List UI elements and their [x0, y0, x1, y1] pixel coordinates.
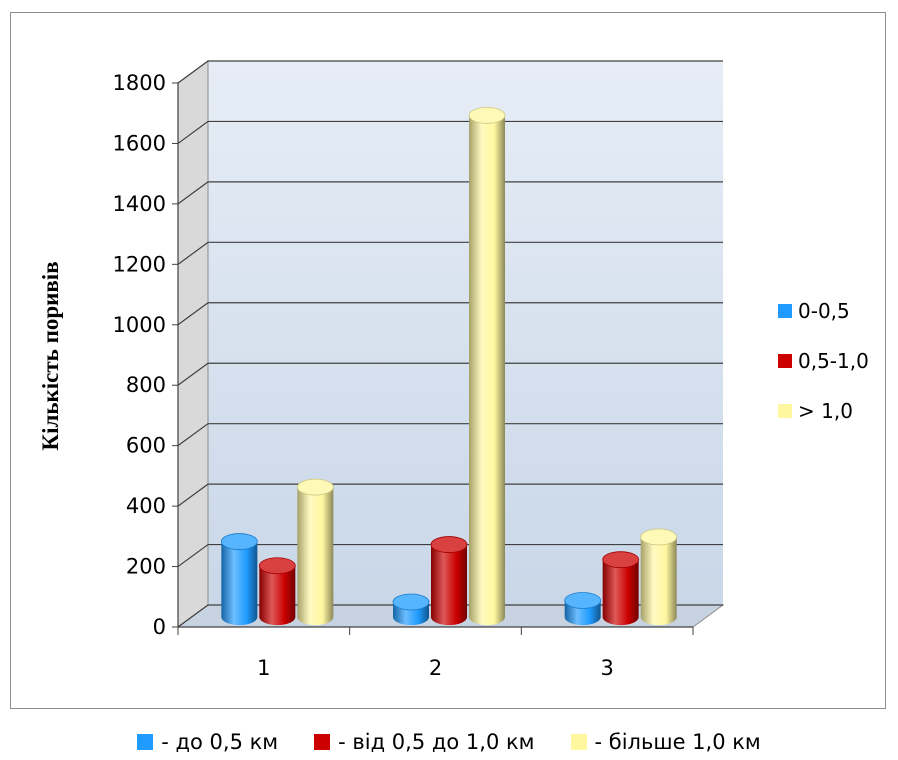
y-tick-label: 1600 — [113, 131, 166, 155]
y-tick-label: 1400 — [113, 192, 166, 216]
bar-top — [258, 557, 296, 575]
gridline — [177, 483, 723, 507]
bar-0-0,5-1 — [220, 533, 258, 626]
bar-top — [640, 528, 678, 546]
legend-swatch — [778, 354, 792, 368]
y-tick-label: 800 — [126, 373, 166, 397]
gridline — [177, 120, 723, 144]
bar-top — [392, 593, 430, 611]
legend-entry: > 1,0 — [798, 399, 853, 423]
bar-0,5-1,0-3 — [602, 551, 640, 626]
legend-swatch — [778, 404, 792, 418]
bar-body — [602, 559, 639, 626]
bar-top — [220, 533, 258, 550]
bar-body — [259, 565, 296, 626]
bottom-legend: - до 0,5 км - від 0,5 до 1,0 км - більше 1… — [0, 724, 898, 760]
y-tick-label: 0 — [153, 615, 166, 639]
back-wall — [208, 61, 723, 605]
bars — [220, 107, 678, 626]
x-axis-ticks: 1 2 3 — [177, 627, 694, 680]
bar-0,5-1,0-2 — [430, 536, 468, 626]
bar-0-0,5-3 — [564, 592, 602, 626]
side-wall — [177, 60, 209, 628]
x-tick-label: 3 — [600, 656, 613, 680]
bar-> 1,0-1 — [296, 478, 334, 626]
bottom-legend-item: - більше 1,0 км — [570, 730, 761, 754]
gridline — [177, 241, 723, 265]
gridlines — [172, 60, 723, 628]
y-axis-label: Кількість поривів — [38, 261, 63, 450]
y-tick-label: 1800 — [113, 71, 166, 95]
bottom-legend-swatch — [570, 734, 587, 750]
bar-body — [640, 537, 677, 626]
bar-body — [431, 544, 467, 626]
x-tick-label: 1 — [257, 656, 270, 680]
bar-top — [564, 592, 602, 609]
bottom-legend-item: - до 0,5 км — [137, 730, 278, 754]
bar-> 1,0-3 — [640, 528, 678, 626]
gridline — [177, 604, 723, 628]
bottom-legend-item: - від 0,5 до 1,0 км — [314, 730, 535, 754]
bar-top — [468, 107, 506, 124]
legend-entry: 0-0,5 — [798, 299, 850, 323]
y-tick-label: 200 — [126, 555, 166, 579]
bar-body — [469, 115, 505, 626]
bottom-legend-label: - до 0,5 км — [161, 730, 279, 754]
bottom-legend-swatch — [314, 734, 331, 750]
y-tick-label: 1000 — [113, 313, 166, 337]
y-tick-label: 400 — [126, 494, 166, 518]
bar-top — [602, 551, 640, 569]
bar-> 1,0-2 — [468, 107, 506, 626]
bar-body — [221, 541, 258, 626]
gridline — [177, 302, 723, 326]
bottom-legend-label: - більше 1,0 км — [594, 730, 761, 754]
bar-top — [296, 478, 334, 496]
gridline — [177, 423, 723, 447]
bar-0,5-1,0-1 — [258, 557, 296, 626]
bar-body — [297, 487, 334, 626]
legend-entry: 0,5-1,0 — [798, 349, 869, 373]
bar-top — [430, 536, 468, 553]
y-tick-label: 1200 — [113, 252, 166, 276]
x-tick-label: 2 — [429, 656, 442, 680]
y-axis-ticks: 0 200 400 600 800 1000 1200 1400 1600 1800 — [113, 71, 166, 639]
bar-0-0,5-2 — [392, 593, 430, 626]
gridline — [177, 362, 723, 386]
y-tick-label: 600 — [126, 434, 166, 458]
gridline — [177, 543, 723, 568]
gridline — [177, 181, 723, 205]
legend-swatch — [778, 304, 792, 318]
legend: 0-0,5 0,5-1,0 > 1,0 — [778, 299, 869, 423]
bottom-legend-label: - від 0,5 до 1,0 км — [338, 730, 535, 754]
gridline — [177, 60, 723, 84]
bottom-legend-swatch — [137, 734, 154, 750]
